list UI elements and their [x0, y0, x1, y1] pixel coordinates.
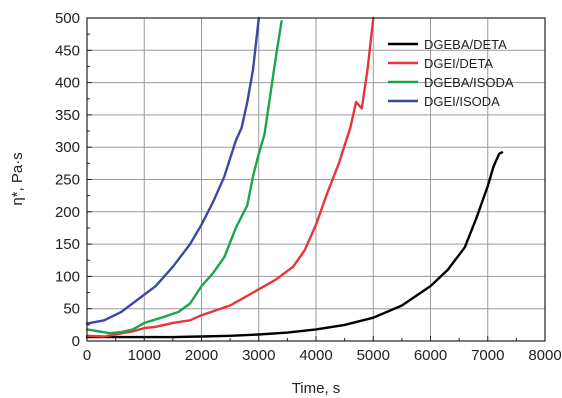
- x-tick-label: 5000: [357, 347, 390, 364]
- legend-label: DGEBA/ISODA: [424, 75, 514, 90]
- x-tick-label: 8000: [528, 347, 561, 364]
- y-tick-label: 350: [55, 107, 80, 124]
- y-tick-label: 150: [55, 236, 80, 253]
- legend: DGEBA/DETA DGEI/DETA DGEBA/ISODA DGEI/ISODA: [388, 37, 514, 109]
- y-tick-label: 250: [55, 172, 80, 189]
- legend-label: DGEI/DETA: [424, 56, 493, 71]
- y-tick-label: 500: [55, 10, 80, 27]
- x-tick-label: 7000: [471, 347, 504, 364]
- y-tick-label: 200: [55, 204, 80, 221]
- x-tick-label: 2000: [185, 347, 218, 364]
- x-tick-label: 6000: [414, 347, 447, 364]
- x-tick-label: 0: [83, 347, 91, 364]
- y-tick-label: 0: [72, 333, 80, 350]
- series-line-3: [85, 20, 283, 335]
- x-tick-label: 1000: [128, 347, 161, 364]
- series-lines: [85, 16, 504, 339]
- legend-label: DGEI/ISODA: [424, 94, 500, 109]
- x-axis-ticks: 0 1000 2000 3000 4000 5000 6000 7000 8000: [83, 336, 562, 364]
- y-tick-label: 450: [55, 42, 80, 59]
- y-tick-label: 100: [55, 268, 80, 285]
- grid: [87, 18, 545, 341]
- x-axis-label: Time, s: [292, 380, 341, 397]
- x-tick-label: 4000: [299, 347, 332, 364]
- series-line-2: [85, 16, 375, 338]
- series-line-4: [85, 16, 260, 325]
- y-tick-label: 400: [55, 75, 80, 92]
- y-tick-label: 300: [55, 139, 80, 156]
- legend-label: DGEBA/DETA: [424, 37, 507, 52]
- x-tick-label: 3000: [242, 347, 275, 364]
- series-line-1: [85, 151, 504, 339]
- y-axis-ticks: 0 50 100 150 200 250 300 350 400 450 500: [55, 10, 92, 350]
- y-tick-label: 50: [63, 301, 80, 318]
- y-axis-label: η*, Pa·s: [9, 152, 26, 205]
